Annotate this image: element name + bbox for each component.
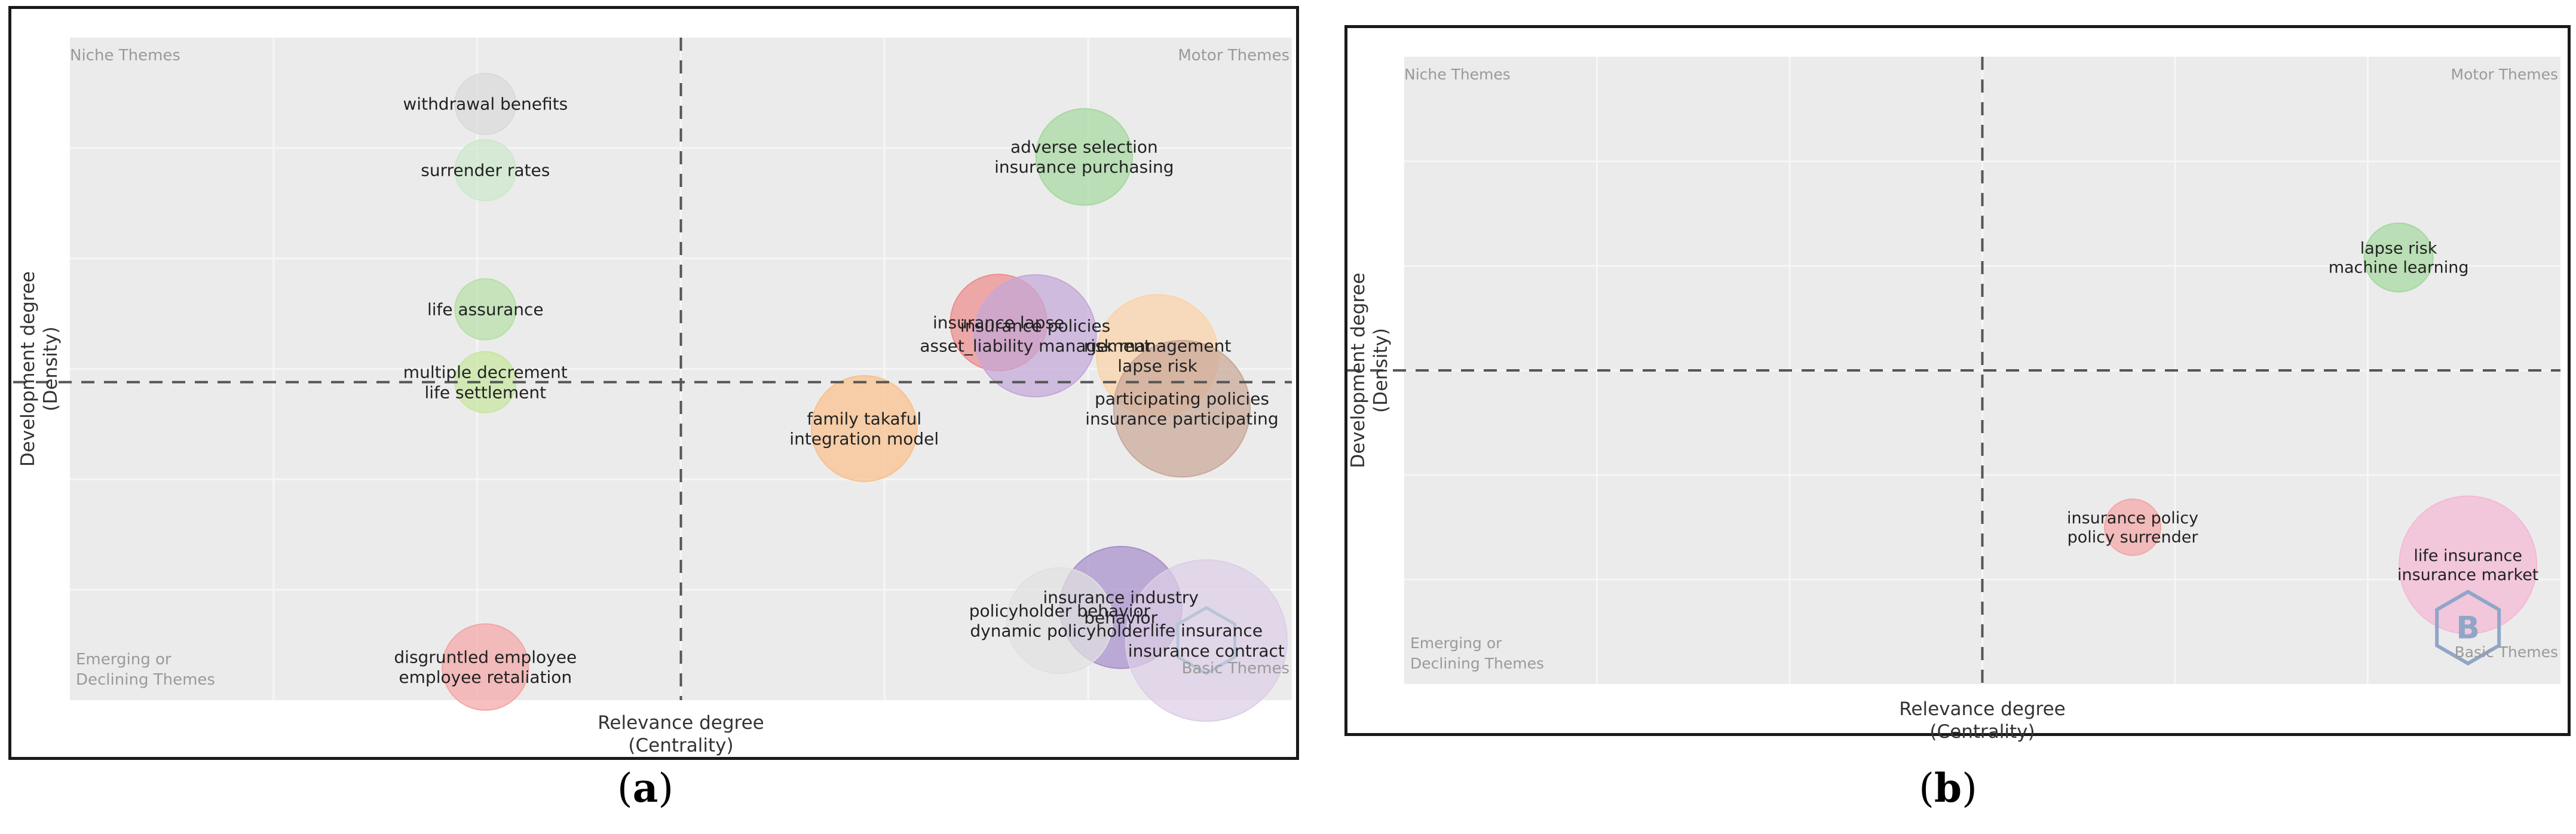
- x-axis-subtitle: (Centrality): [628, 735, 733, 756]
- logo-hexagon: [2435, 590, 2501, 666]
- y-axis-title: Development degree: [1347, 272, 1369, 468]
- quadrant-label-emerging-line2: Declining Themes: [76, 671, 215, 689]
- bubble-point: [454, 278, 517, 341]
- bubble-label: insurance contract: [1128, 641, 1285, 661]
- bubble-label: disgruntled employee: [394, 648, 577, 667]
- quadrant-label-motor: Motor Themes: [1178, 47, 1289, 65]
- bubble-label: family takaful: [807, 409, 921, 428]
- bubble-label: withdrawal benefits: [403, 94, 568, 114]
- bubble-label: insurance lapse: [933, 313, 1064, 333]
- bubble-label: integration model: [789, 429, 939, 449]
- y-axis-subtitle: (Density): [40, 326, 62, 411]
- bubble-label: adverse selection: [1010, 137, 1158, 157]
- bubble-point: [454, 72, 517, 135]
- x-axis-subtitle: (Centrality): [1929, 721, 2035, 743]
- bubble-label: multiple decrement: [403, 363, 568, 382]
- y-axis-title: Development degree: [17, 271, 39, 467]
- bubble-label: insurance participating: [1085, 409, 1278, 429]
- bubble-label: machine learning: [2329, 259, 2469, 277]
- quadrant-label-niche: Niche Themes: [70, 47, 180, 65]
- quadrant-label-basic: Basic Themes: [2455, 643, 2558, 661]
- bubble-label: life insurance: [1150, 621, 1263, 640]
- bubble-label: insurance industry: [1043, 588, 1199, 608]
- quadrant-label-motor: Motor Themes: [2451, 66, 2558, 83]
- x-axis-title: Relevance degree: [598, 712, 764, 734]
- bubble-label: surrender rates: [421, 161, 550, 180]
- panel-caption-a-letter: a: [632, 765, 658, 811]
- bubble-point: [2104, 498, 2161, 556]
- bubble-label: insurance policies: [960, 316, 1110, 336]
- panel-caption-b-letter: b: [1934, 765, 1962, 811]
- chart-panel-a: withdrawal benefits surrender rates life a…: [8, 6, 1299, 760]
- bubble-label: insurance purchasing: [994, 157, 1174, 177]
- panel-caption-a: (a): [617, 765, 674, 811]
- bubble-label: life assurance: [427, 299, 544, 319]
- logo-glyph: B: [2456, 611, 2480, 646]
- bubble-layer: [442, 72, 1288, 722]
- quadrant-label-basic: Basic Themes: [1182, 660, 1289, 677]
- bubble-point: [1035, 108, 1134, 206]
- bubble-label: life insurance: [2413, 547, 2522, 565]
- bubble-label: policy surrender: [2067, 528, 2199, 547]
- bubble-label: lapse risk: [2360, 239, 2437, 257]
- y-axis-subtitle: (Density): [1370, 328, 1392, 413]
- bubble-point: [1113, 339, 1251, 478]
- bubble-label: asset_liability management: [920, 336, 1150, 356]
- bubble-label: participating policies: [1095, 389, 1269, 409]
- quadrant-label-emerging-line1: Emerging or: [1410, 634, 1502, 652]
- quadrant-label-emerging-line1: Emerging or: [76, 651, 171, 669]
- panel-caption-b: (b): [1919, 765, 1977, 811]
- bubble-point: [454, 139, 517, 201]
- bubble-label: lapse risk: [1117, 356, 1197, 376]
- bubble-point: [1006, 567, 1113, 674]
- bubble-label: risk management: [1084, 336, 1232, 355]
- bubble-label: policyholder behavior: [969, 601, 1151, 621]
- bubble-label: behavior: [1084, 608, 1157, 627]
- bubble-label: insurance market: [2397, 566, 2538, 584]
- x-axis-title: Relevance degree: [1899, 698, 2066, 720]
- quadrant-label-emerging-line2: Declining Themes: [1410, 655, 1544, 672]
- bubble-point: [442, 623, 529, 711]
- chart-a-svg: withdrawal benefits surrender rates life a…: [13, 38, 1292, 756]
- bubble-point: [2363, 222, 2434, 293]
- bubble-point: [2399, 495, 2538, 634]
- bubble-point: [810, 375, 918, 482]
- bubble-layer: [2104, 222, 2538, 634]
- quadrant-label-niche: Niche Themes: [1404, 66, 1511, 83]
- bubble-point: [973, 274, 1097, 398]
- logo-hexagon: [1176, 606, 1236, 676]
- bubble-label: insurance policy: [2067, 509, 2198, 528]
- bubble-label: life settlement: [425, 382, 547, 402]
- bubble-label: employee retaliation: [399, 667, 572, 687]
- bubble-point: [1125, 559, 1288, 722]
- bubble-label: dynamic policyholder: [970, 621, 1150, 641]
